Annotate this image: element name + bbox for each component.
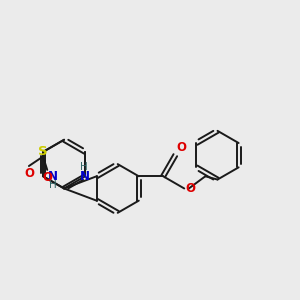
Text: O: O: [42, 171, 52, 184]
Text: O: O: [24, 167, 34, 180]
Text: H: H: [80, 162, 88, 172]
Text: O: O: [185, 182, 196, 195]
Text: S: S: [38, 146, 48, 158]
Text: H: H: [49, 180, 57, 190]
Text: N: N: [48, 170, 58, 183]
Text: N: N: [80, 170, 90, 183]
Text: O: O: [177, 141, 187, 154]
